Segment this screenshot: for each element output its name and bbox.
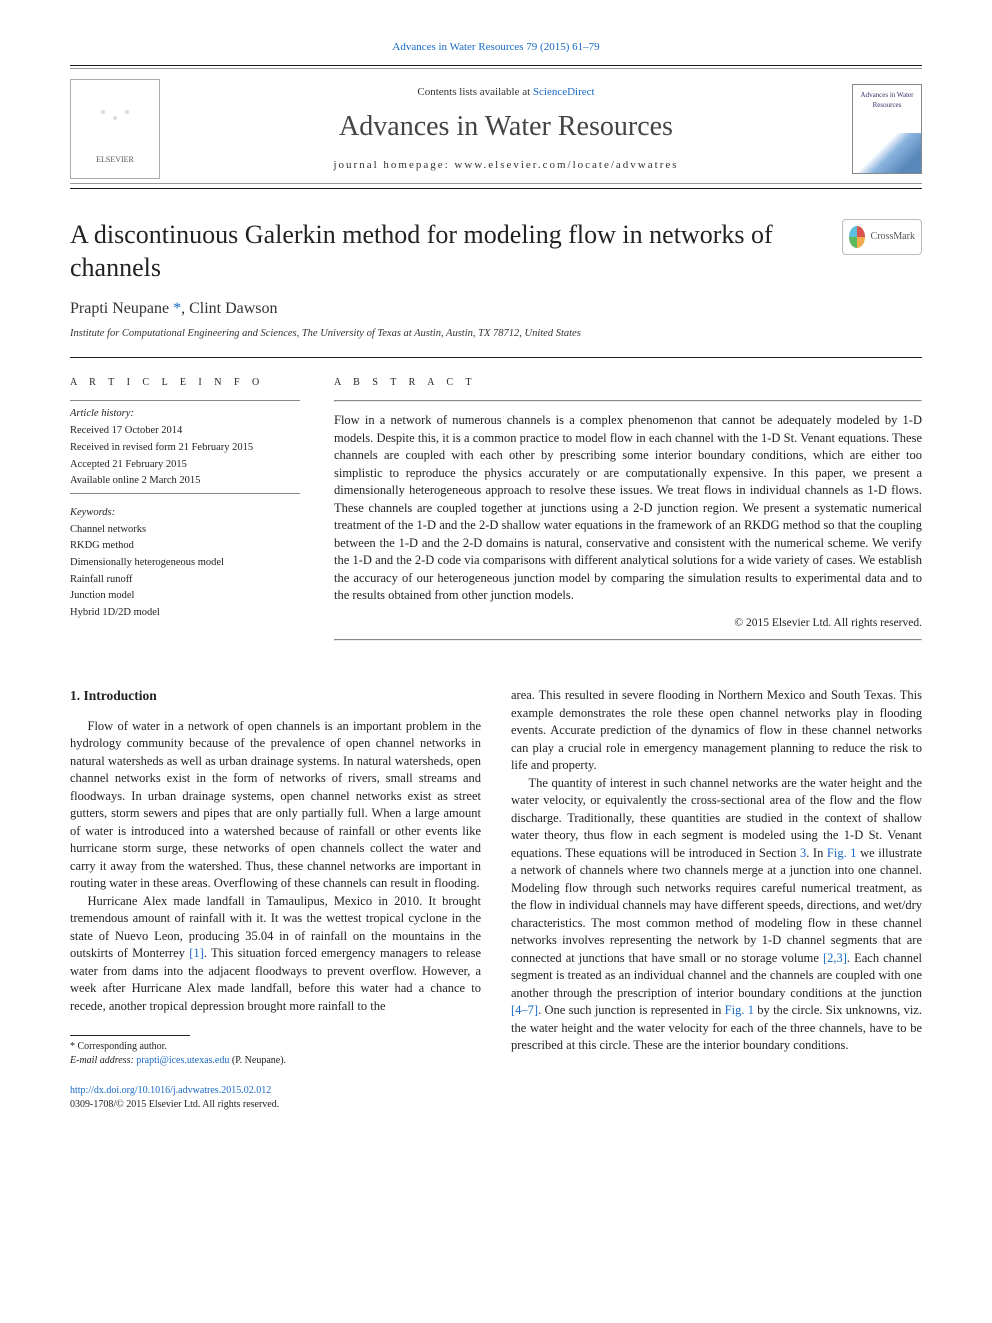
journal-homepage: journal homepage: www.elsevier.com/locat… (180, 158, 832, 173)
intro-para-2: Hurricane Alex made landfall in Tamaulip… (70, 893, 481, 1016)
history-item: Received in revised form 21 February 201… (70, 441, 300, 456)
elsevier-logo: ELSEVIER (70, 79, 160, 179)
p4-b: . In (806, 846, 827, 860)
crossmark-icon (849, 226, 865, 248)
history-item: Received 17 October 2014 (70, 424, 300, 439)
affiliation: Institute for Computational Engineering … (70, 327, 922, 342)
ref-link-23[interactable]: [2,3] (823, 951, 847, 965)
history-label: Article history: (70, 407, 300, 422)
title-row: A discontinuous Galerkin method for mode… (70, 219, 922, 284)
journal-cover-text: Advances in Water Resources (857, 91, 917, 111)
elsevier-logo-label: ELSEVIER (96, 154, 134, 165)
header-center: Contents lists available at ScienceDirec… (180, 85, 832, 173)
article-info: A R T I C L E I N F O Article history: R… (70, 376, 300, 641)
footnotes: * Corresponding author. E-mail address: … (70, 1040, 481, 1068)
journal-header: ELSEVIER Contents lists available at Sci… (70, 71, 922, 181)
intro-para-1: Flow of water in a network of open chann… (70, 718, 481, 893)
body-text: 1. Introduction Flow of water in a netwo… (70, 687, 922, 1112)
cla-prefix: Contents lists available at (417, 86, 532, 98)
corresponding-marker-link[interactable]: * (173, 300, 181, 317)
keyword-item: Junction model (70, 589, 300, 604)
running-citation-link[interactable]: Advances in Water Resources 79 (2015) 61… (392, 41, 599, 53)
section-heading-intro: 1. Introduction (70, 687, 481, 706)
keyword-item: RKDG method (70, 539, 300, 554)
journal-cover-thumb: Advances in Water Resources (852, 84, 922, 174)
sciencedirect-link[interactable]: ScienceDirect (533, 86, 595, 98)
author-2: , Clint Dawson (181, 300, 277, 317)
corr-author-note: * Corresponding author. (70, 1040, 481, 1054)
keyword-item: Dimensionally heterogeneous model (70, 556, 300, 571)
email-label: E-mail address: (70, 1055, 136, 1066)
doi-link[interactable]: http://dx.doi.org/10.1016/j.advwatres.20… (70, 1085, 271, 1096)
crossmark-label: CrossMark (871, 230, 915, 244)
article-info-heading: A R T I C L E I N F O (70, 376, 300, 390)
abstract-rule (334, 400, 922, 402)
email-line: E-mail address: prapti@ices.utexas.edu (… (70, 1054, 481, 1068)
abstract: A B S T R A C T Flow in a network of num… (334, 376, 922, 641)
rule-header-thin (70, 183, 922, 184)
cover-swoosh-icon (853, 133, 921, 173)
abstract-text: Flow in a network of numerous channels i… (334, 412, 922, 605)
keyword-item: Rainfall runoff (70, 573, 300, 588)
email-link[interactable]: prapti@ices.utexas.edu (136, 1055, 229, 1066)
intro-para-4: The quantity of interest in such channel… (511, 775, 922, 1055)
intro-para-3: area. This resulted in severe flooding i… (511, 687, 922, 775)
history-item: Accepted 21 February 2015 (70, 458, 300, 473)
paper-title: A discontinuous Galerkin method for mode… (70, 219, 822, 284)
history-item: Available online 2 March 2015 (70, 474, 300, 489)
keyword-item: Hybrid 1D/2D model (70, 606, 300, 621)
ref-link-47[interactable]: [4–7] (511, 1003, 538, 1017)
fig-link-1a[interactable]: Fig. 1 (827, 846, 857, 860)
rule-top-thin (70, 68, 922, 69)
authors-line: Prapti Neupane *, Clint Dawson (70, 298, 922, 320)
rule-top-strong (70, 65, 922, 66)
ref-link-1[interactable]: [1] (189, 946, 204, 960)
elsevier-tree-icon (85, 94, 145, 154)
abstract-rule-bottom (334, 639, 922, 641)
crossmark-badge[interactable]: CrossMark (842, 219, 922, 255)
abstract-copyright: © 2015 Elsevier Ltd. All rights reserved… (334, 615, 922, 631)
running-citation: Advances in Water Resources 79 (2015) 61… (70, 40, 922, 55)
p4-e: . One such junction is represented in (538, 1003, 725, 1017)
author-1: Prapti Neupane (70, 300, 173, 317)
journal-name: Advances in Water Resources (180, 107, 832, 146)
footnote-rule (70, 1035, 190, 1036)
article-info-rule (70, 400, 300, 401)
keyword-item: Channel networks (70, 523, 300, 538)
rule-header-strong (70, 188, 922, 189)
p4-c: we illustrate a network of channels wher… (511, 846, 922, 965)
info-abstract-row: A R T I C L E I N F O Article history: R… (70, 357, 922, 641)
contents-lists-line: Contents lists available at ScienceDirec… (180, 85, 832, 100)
article-info-rule-2 (70, 493, 300, 494)
keywords-label: Keywords: (70, 506, 300, 521)
email-suffix: (P. Neupane). (229, 1055, 286, 1066)
footer-meta: http://dx.doi.org/10.1016/j.advwatres.20… (70, 1084, 481, 1112)
issn-copyright: 0309-1708/© 2015 Elsevier Ltd. All right… (70, 1098, 481, 1112)
fig-link-1b[interactable]: Fig. 1 (725, 1003, 754, 1017)
abstract-heading: A B S T R A C T (334, 376, 922, 390)
